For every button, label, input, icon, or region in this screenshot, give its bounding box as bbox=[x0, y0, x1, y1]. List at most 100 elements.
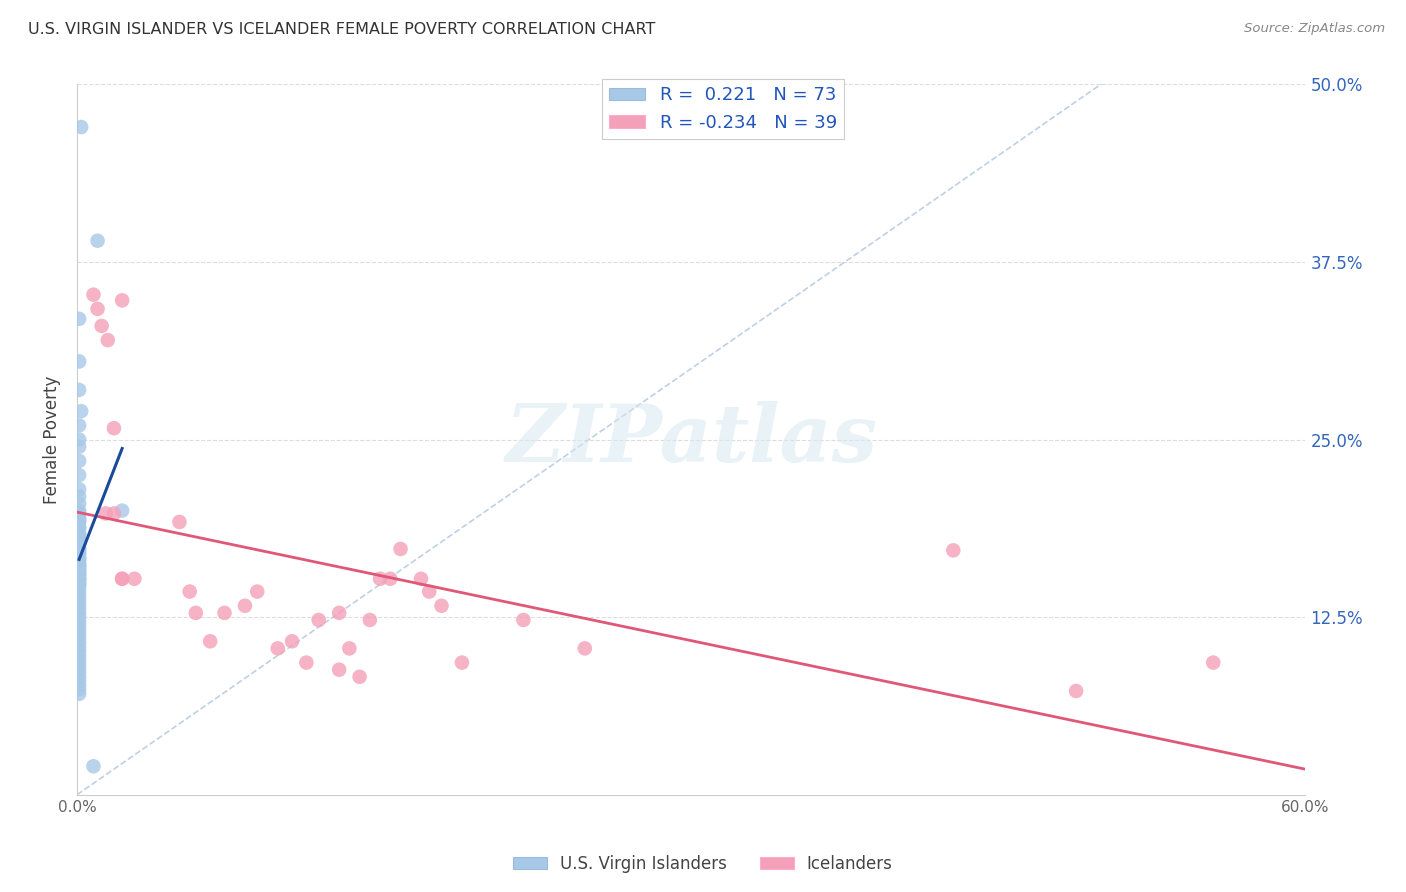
Point bbox=[67, 559, 90, 574]
Point bbox=[67, 678, 90, 692]
Point bbox=[67, 636, 90, 650]
Point bbox=[82, 759, 104, 773]
Point bbox=[67, 589, 90, 603]
Point bbox=[67, 526, 90, 541]
Point bbox=[67, 527, 90, 541]
Point bbox=[67, 610, 90, 624]
Point bbox=[942, 543, 965, 558]
Point bbox=[67, 657, 90, 671]
Point bbox=[67, 510, 90, 524]
Point bbox=[281, 634, 304, 648]
Point bbox=[67, 483, 90, 497]
Point bbox=[67, 503, 90, 517]
Point bbox=[67, 623, 90, 637]
Point bbox=[67, 576, 90, 591]
Point bbox=[67, 433, 90, 447]
Point bbox=[67, 514, 90, 528]
Point bbox=[67, 507, 90, 521]
Point bbox=[67, 577, 90, 591]
Point bbox=[574, 641, 596, 656]
Point bbox=[67, 541, 90, 556]
Point bbox=[67, 538, 90, 552]
Point bbox=[111, 293, 134, 308]
Point bbox=[70, 120, 93, 134]
Point bbox=[90, 318, 112, 333]
Point bbox=[67, 670, 90, 684]
Point bbox=[1064, 684, 1087, 698]
Point bbox=[67, 383, 90, 397]
Point bbox=[67, 615, 90, 629]
Point bbox=[124, 572, 146, 586]
Point bbox=[67, 606, 90, 620]
Point bbox=[512, 613, 534, 627]
Point bbox=[67, 311, 90, 326]
Point bbox=[214, 606, 236, 620]
Point bbox=[86, 234, 108, 248]
Point bbox=[67, 682, 90, 697]
Point bbox=[67, 674, 90, 689]
Point bbox=[67, 521, 90, 535]
Point bbox=[67, 563, 90, 577]
Point bbox=[198, 634, 221, 648]
Point bbox=[67, 558, 90, 572]
Point bbox=[103, 507, 125, 521]
Point bbox=[67, 440, 90, 454]
Point bbox=[67, 598, 90, 612]
Point bbox=[67, 546, 90, 560]
Point bbox=[359, 613, 381, 627]
Point bbox=[67, 644, 90, 658]
Point bbox=[67, 665, 90, 680]
Point bbox=[67, 618, 90, 632]
Point bbox=[67, 546, 90, 560]
Point bbox=[103, 421, 125, 435]
Legend: R =  0.221   N = 73, R = -0.234   N = 39: R = 0.221 N = 73, R = -0.234 N = 39 bbox=[602, 79, 844, 139]
Point bbox=[67, 640, 90, 654]
Point bbox=[111, 572, 134, 586]
Point bbox=[67, 565, 90, 579]
Point bbox=[328, 606, 350, 620]
Y-axis label: Female Poverty: Female Poverty bbox=[44, 376, 60, 504]
Point bbox=[67, 601, 90, 615]
Point bbox=[67, 552, 90, 566]
Point bbox=[430, 599, 453, 613]
Point bbox=[67, 584, 90, 599]
Point bbox=[70, 404, 93, 418]
Point bbox=[368, 572, 391, 586]
Point bbox=[67, 593, 90, 607]
Point bbox=[67, 572, 90, 586]
Point bbox=[94, 507, 117, 521]
Point bbox=[67, 354, 90, 368]
Point bbox=[67, 580, 90, 594]
Point bbox=[295, 656, 318, 670]
Point bbox=[67, 541, 90, 556]
Point bbox=[67, 653, 90, 667]
Point bbox=[67, 572, 90, 586]
Point bbox=[67, 560, 90, 574]
Point bbox=[233, 599, 256, 613]
Point bbox=[67, 567, 90, 582]
Point bbox=[451, 656, 474, 670]
Point bbox=[67, 632, 90, 646]
Point bbox=[67, 496, 90, 510]
Point bbox=[67, 648, 90, 663]
Point bbox=[409, 572, 432, 586]
Point bbox=[179, 584, 201, 599]
Point bbox=[67, 515, 90, 529]
Point bbox=[349, 670, 371, 684]
Text: ZIPatlas: ZIPatlas bbox=[505, 401, 877, 478]
Point bbox=[67, 521, 90, 535]
Point bbox=[267, 641, 290, 656]
Point bbox=[67, 534, 90, 549]
Legend: U.S. Virgin Islanders, Icelanders: U.S. Virgin Islanders, Icelanders bbox=[506, 848, 900, 880]
Point bbox=[246, 584, 269, 599]
Point bbox=[67, 555, 90, 569]
Point bbox=[111, 503, 134, 517]
Point bbox=[82, 287, 104, 301]
Point bbox=[67, 687, 90, 701]
Point bbox=[418, 584, 440, 599]
Point bbox=[328, 663, 350, 677]
Point bbox=[1202, 656, 1225, 670]
Point bbox=[184, 606, 207, 620]
Point bbox=[97, 333, 120, 347]
Point bbox=[67, 418, 90, 433]
